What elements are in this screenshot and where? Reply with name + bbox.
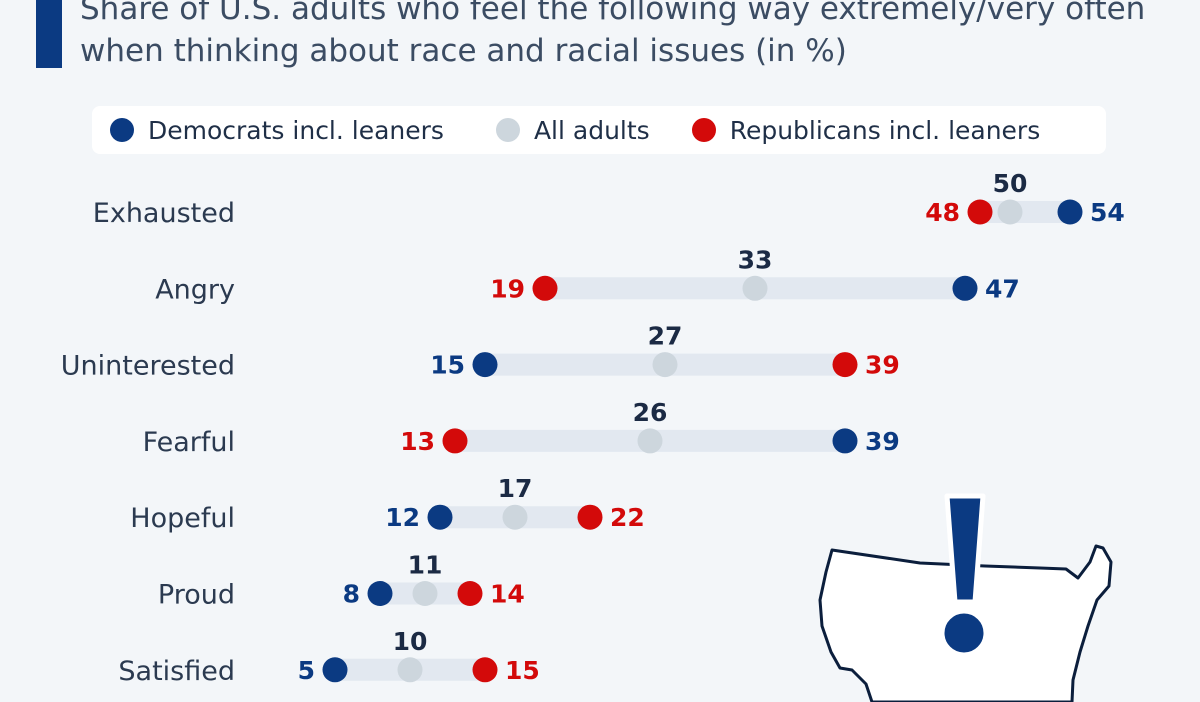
republicans-value-exhausted: 48	[925, 198, 960, 227]
all-adults-dot-fearful	[637, 428, 663, 454]
chart-rows: Exhausted 50 54 48 Angry 33 47 19 Uninterested 27…	[61, 169, 1125, 687]
legend-label-democrats: Democrats incl. leaners	[148, 115, 444, 145]
democrats-dot-hopeful	[427, 504, 453, 530]
all-adults-value-uninterested: 27	[648, 322, 683, 351]
democrats-dot-uninterested	[472, 352, 498, 378]
title-accent-bar	[36, 0, 62, 68]
democrats-value-hopeful: 12	[385, 503, 420, 532]
republicans-dot-icon	[691, 118, 716, 142]
democrats-dot-proud	[367, 581, 393, 606]
legend-item-democrats: Democrats incl. leaners	[110, 116, 444, 145]
democrats-value-fearful: 39	[865, 427, 900, 456]
democrats-dot-icon	[110, 118, 134, 142]
all-adults-value-exhausted: 50	[993, 169, 1028, 198]
category-label-uninterested: Uninterested	[61, 351, 235, 382]
row-exhausted: Exhausted 50 54 48	[93, 169, 1125, 229]
democrats-value-proud: 8	[343, 580, 360, 609]
row-angry: Angry 33 47 19	[155, 245, 1020, 305]
legend-label-republicans: Republicans incl. leaners	[729, 115, 1041, 145]
republicans-value-fearful: 13	[400, 427, 435, 456]
all-adults-dot-exhausted	[997, 199, 1023, 225]
democrats-value-exhausted: 54	[1090, 198, 1125, 227]
row-uninterested: Uninterested 27 15 39	[61, 322, 900, 382]
democrats-value-satisfied: 5	[298, 656, 315, 685]
democrats-dot-angry	[952, 275, 978, 301]
republicans-dot-exhausted	[967, 199, 993, 225]
all-adults-dot-proud	[412, 581, 438, 606]
all-adults-dot-icon	[495, 118, 520, 142]
republicans-dot-proud	[457, 581, 483, 606]
republicans-value-satisfied: 15	[505, 656, 540, 685]
all-adults-value-proud: 11	[408, 551, 443, 580]
exclamation-bar-icon	[944, 493, 986, 605]
legend-item-all-adults: All adults	[495, 115, 650, 145]
row-fearful: Fearful 26 39 13	[143, 398, 900, 458]
row-satisfied: Satisfied 10 5 15	[118, 627, 539, 687]
all-adults-dot-satisfied	[397, 657, 423, 683]
category-label-angry: Angry	[155, 274, 235, 305]
category-label-hopeful: Hopeful	[130, 503, 235, 534]
republicans-dot-satisfied	[472, 657, 498, 683]
republicans-value-proud: 14	[490, 580, 525, 609]
republicans-value-uninterested: 39	[865, 351, 900, 380]
republicans-dot-angry	[532, 275, 558, 301]
republicans-dot-fearful	[442, 428, 468, 454]
category-label-fearful: Fearful	[143, 427, 235, 458]
category-label-exhausted: Exhausted	[93, 198, 235, 229]
all-adults-value-angry: 33	[738, 245, 773, 274]
chart-subtitle: Share of U.S. adults who feel the follow…	[80, 0, 1146, 69]
all-adults-dot-uninterested	[652, 352, 678, 378]
all-adults-dot-hopeful	[502, 504, 528, 530]
all-adults-dot-angry	[742, 275, 768, 301]
chart-legend: Democrats incl. leaners All adults Repub…	[92, 106, 1106, 154]
democrats-dot-exhausted	[1057, 199, 1083, 225]
democrats-value-angry: 47	[985, 274, 1020, 303]
row-proud: Proud 11 8 14	[158, 551, 525, 611]
exclamation-dot-icon	[939, 608, 989, 658]
republicans-value-angry: 19	[490, 274, 525, 303]
republicans-value-hopeful: 22	[610, 503, 645, 532]
democrats-dot-satisfied	[322, 657, 348, 683]
all-adults-value-hopeful: 17	[498, 474, 533, 503]
republicans-dot-hopeful	[577, 504, 603, 530]
democrats-value-uninterested: 15	[430, 351, 465, 380]
democrats-dot-fearful	[832, 428, 858, 454]
us-map-with-exclamation-icon	[818, 493, 1113, 702]
row-hopeful: Hopeful 17 12 22	[130, 474, 645, 534]
all-adults-value-satisfied: 10	[393, 627, 428, 656]
republicans-dot-uninterested	[832, 352, 858, 378]
legend-label-all-adults: All adults	[533, 115, 650, 145]
all-adults-value-fearful: 26	[633, 398, 668, 427]
legend-item-republicans: Republicans incl. leaners	[691, 115, 1041, 145]
category-label-satisfied: Satisfied	[118, 656, 235, 687]
category-label-proud: Proud	[158, 580, 235, 611]
